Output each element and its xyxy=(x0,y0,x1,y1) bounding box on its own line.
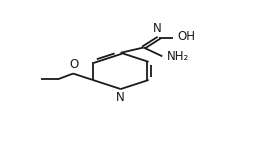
Text: NH₂: NH₂ xyxy=(166,50,189,63)
Text: O: O xyxy=(69,58,79,71)
Text: N: N xyxy=(153,22,162,35)
Text: N: N xyxy=(116,91,125,104)
Text: OH: OH xyxy=(177,30,195,43)
